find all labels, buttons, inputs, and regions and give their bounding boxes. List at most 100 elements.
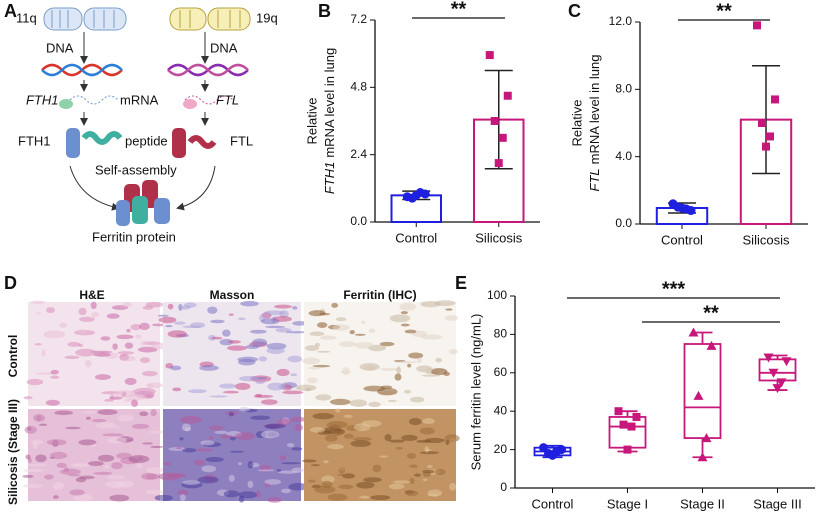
tissue-texture [176,447,182,450]
tissue-texture [150,408,157,417]
tissue-texture [253,394,274,398]
tissue-texture [145,489,164,495]
y-axis-label-rest: mRNA level in lung [322,48,337,158]
label: Self-assembly [95,162,177,177]
tissue-texture [67,341,81,347]
tissue-texture [449,482,457,491]
tissue-texture [422,418,435,425]
tissue-texture [131,423,150,429]
tissue-texture [147,382,163,389]
data-point [781,357,792,367]
tissue-texture [208,435,214,441]
tissue-texture [167,473,187,478]
tissue-texture [158,316,177,324]
y-tick-label: 0 [500,480,507,494]
y-tick-label: 80 [494,327,508,341]
tissue-texture [25,454,31,460]
tissue-texture [157,314,169,317]
tissue-texture [314,485,336,494]
tissue-texture [309,426,326,433]
tissue-texture [150,445,164,449]
tissue-texture [302,357,321,365]
tissue-texture [128,455,150,463]
dna-helix [167,63,249,77]
tissue-texture [240,300,259,307]
chromosome-band [51,10,115,28]
tissue-texture [327,493,348,501]
x-tick-label: Control [532,496,574,511]
label: FTL [230,133,253,148]
tissue-texture [116,334,134,340]
tissue-texture [59,322,68,328]
y-axis-label: FTL mRNA level in lung [587,55,602,192]
tissue-texture [35,372,56,375]
tissue-texture [277,418,291,426]
tissue-texture [435,357,443,363]
tissue-texture [445,308,453,311]
tissue-texture [228,474,235,482]
row-header: Silicosis (Stage III) [6,399,20,505]
tissue-texture [301,459,317,463]
tissue-texture [395,446,403,450]
row-header: Control [6,335,20,378]
tissue-texture [35,312,42,315]
tissue-texture [260,430,280,439]
tissue-texture [295,384,317,392]
panel-letter: C [568,1,581,21]
tissue-texture [275,327,292,333]
tissue-texture [332,324,350,331]
y-tick-label: 40 [494,403,508,417]
tissue-texture [80,410,97,414]
tissue-texture [235,382,251,390]
tissue-texture [327,443,344,450]
tissue-texture [349,399,368,408]
arrow [176,165,216,211]
panel-letter: A [4,1,17,21]
tissue-texture [154,494,173,501]
tissue-texture [377,387,398,396]
tissue-texture [356,481,375,489]
tissue-texture [75,348,97,357]
tissue-texture [209,425,224,431]
tissue-texture [400,323,410,327]
tissue-texture [379,341,395,347]
chromosome [43,7,83,31]
y-tick-label: 0.0 [615,216,632,230]
tissue-texture [80,333,85,336]
tissue-texture [307,479,316,483]
tissue-texture [169,365,182,371]
tissue-texture [434,468,446,476]
x-tick-label: Stage III [753,496,801,511]
label: DNA [46,40,74,55]
x-tick-label: Stage II [680,496,725,511]
tissue-texture [219,338,234,346]
tissue-texture [263,310,285,316]
tissue-texture [205,457,224,463]
tissue-texture [335,408,341,413]
tissue-texture [34,343,42,346]
tissue-texture [126,328,131,333]
tissue-texture [86,416,91,420]
tissue-texture [307,377,318,384]
tissue-texture [167,330,187,338]
tissue-texture [93,352,111,357]
tissue-texture [116,452,132,459]
tissue-texture [43,474,54,480]
y-axis-label: Serum ferritin level (ng/mL) [468,314,483,471]
tissue-texture [343,414,353,418]
tissue-texture [22,468,45,473]
tissue-texture [407,363,412,368]
tissue-texture [281,488,291,494]
tissue-texture [222,329,231,337]
tissue-texture [349,330,355,335]
data-point [498,133,507,142]
chromosome [83,7,127,31]
tissue-texture [424,437,445,444]
tissue-texture [196,448,214,452]
tissue-texture [106,475,126,480]
y-tick-label: 8.0 [615,82,632,96]
tissue-texture [234,432,256,441]
tissue-texture [190,322,206,329]
tissue-texture [445,440,450,445]
